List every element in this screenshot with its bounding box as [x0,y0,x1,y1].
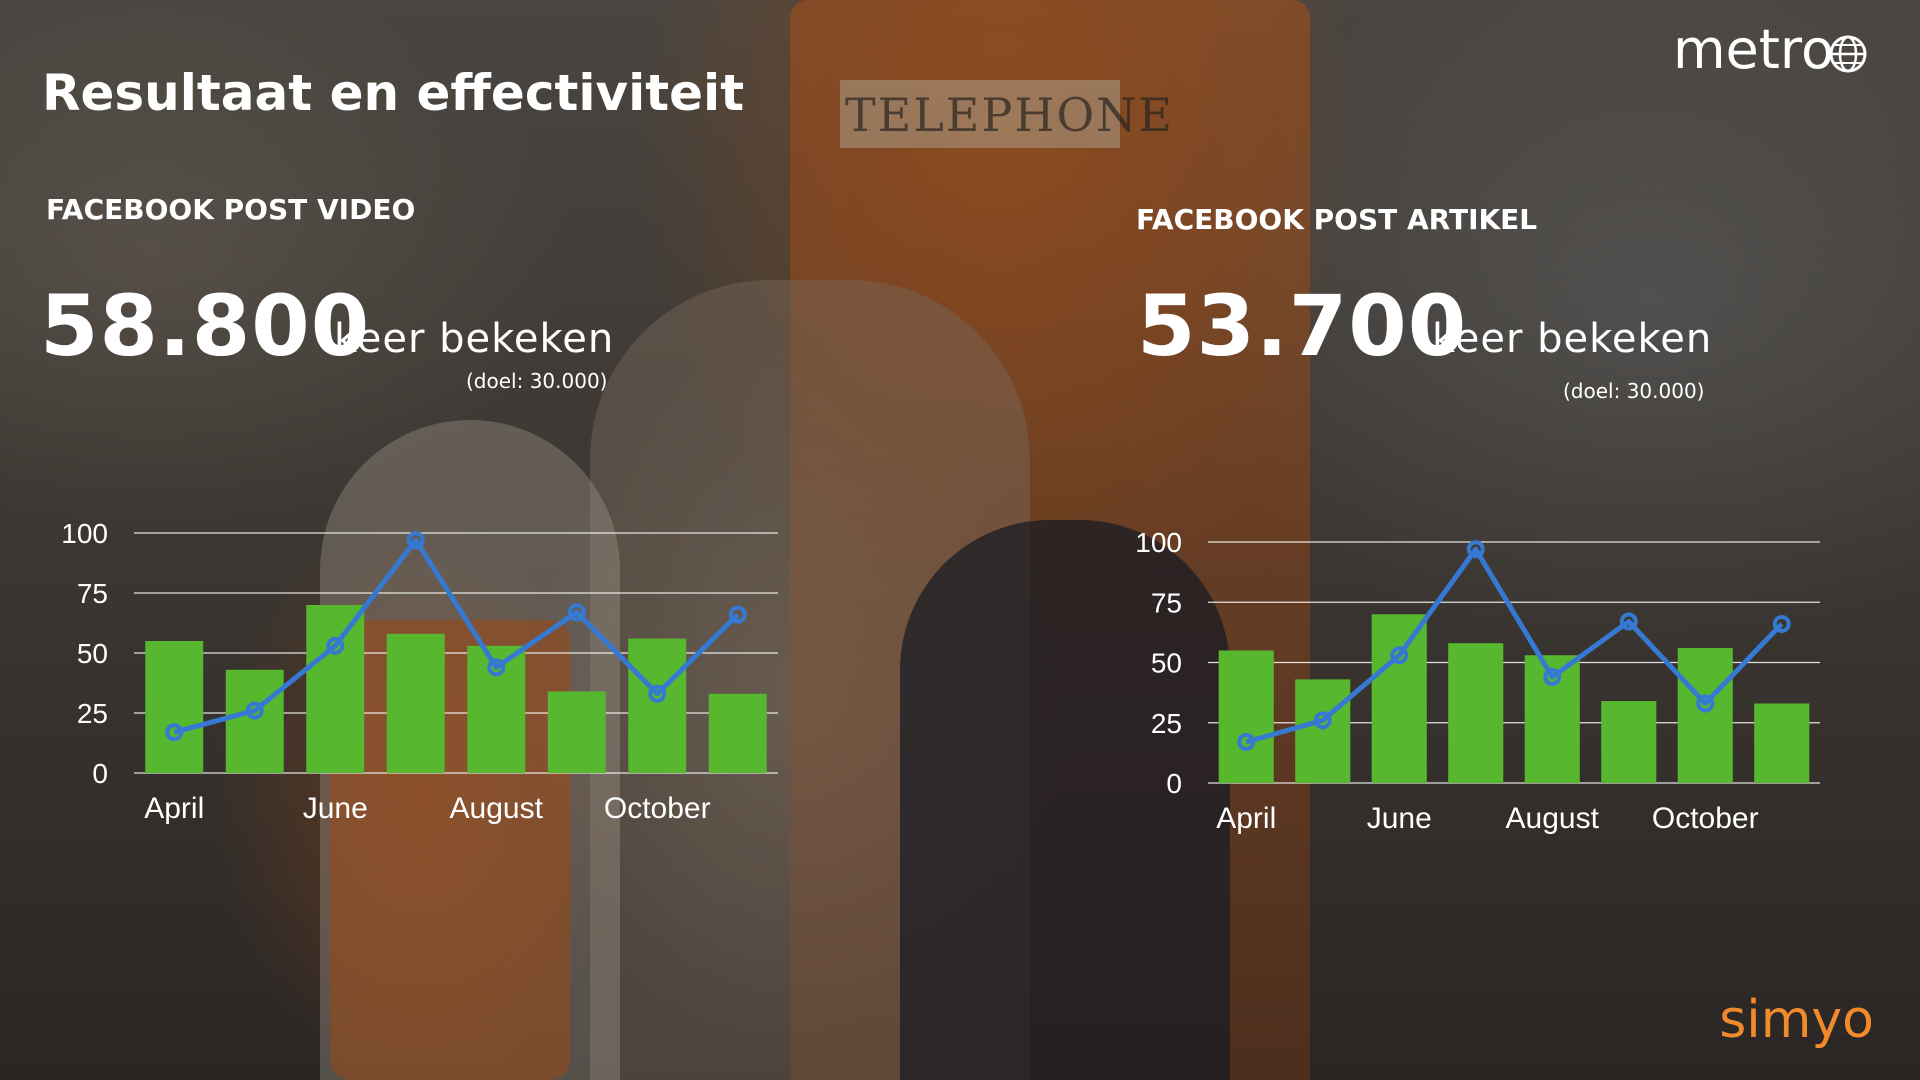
line-point [1696,694,1715,713]
bar [386,633,445,773]
line-series [173,537,740,735]
chart-facebook-post-artikel: 0 25 50 75 100 April June August October [1135,527,1820,835]
views-label: keer bekeken [334,316,615,362]
views-count: 53.700 [1137,277,1468,375]
line-point [326,636,345,655]
panel-heading: FACEBOOK POST ARTIKEL [1136,203,1538,236]
line-point [165,723,184,742]
booth-sign-text: TELEPHONE [845,88,1174,142]
line-point [406,531,425,550]
y-tick-label: 75 [1151,587,1182,618]
bar [145,641,204,773]
x-tick-label: August [450,792,544,825]
line-point [648,684,667,703]
bar [1371,614,1427,783]
metro-logo-text: metro [1672,18,1834,81]
line-point [1390,646,1409,665]
bar [1218,650,1274,783]
goal-label: (doel: 30.000) [466,369,608,393]
y-tick-label: 0 [92,758,108,789]
x-tick-label: June [1367,802,1432,835]
y-tick-label: 100 [61,518,108,549]
line-point [1237,733,1256,752]
y-tick-label: 50 [77,638,108,669]
page-title: Resultaat en effectiviteit [42,64,745,122]
y-tick-label: 75 [77,578,108,609]
line-point [1466,540,1485,559]
y-tick-label: 50 [1151,648,1182,679]
line-point [1619,612,1638,631]
x-tick-label: October [1652,802,1759,835]
girl-jacket [900,520,1230,1080]
bar [1677,648,1733,783]
line-point [487,658,506,677]
y-tick-label: 100 [1135,527,1182,558]
line-point [245,701,264,720]
y-tick-label: 25 [77,698,108,729]
bar [1448,643,1504,783]
metro-logo: metro [1673,18,1868,81]
chef-apron [330,620,570,1080]
bar [628,638,687,773]
bar [1754,703,1810,783]
line-point [1543,667,1562,686]
simyo-logo: simyo [1719,990,1874,1050]
panel-heading: FACEBOOK POST VIDEO [46,193,416,226]
bar [1295,679,1351,783]
goal-label: (doel: 30.000) [1563,379,1705,403]
x-tick-label: April [1216,802,1276,835]
x-tick-label: August [1506,802,1600,835]
bar [1601,701,1657,783]
bar [708,693,767,773]
line-point [1772,614,1791,633]
x-tick-label: October [604,792,711,825]
y-tick-label: 25 [1151,708,1182,739]
line-point [728,605,747,624]
bar [306,605,365,773]
y-tick-label: 0 [1166,768,1182,799]
line-point [567,603,586,622]
booth-sign [840,80,1120,148]
x-tick-label: April [144,792,204,825]
globe-icon [1829,35,1867,72]
views-label: keer bekeken [1432,316,1713,362]
line-series [1245,546,1784,745]
bar [547,691,606,773]
x-tick-label: June [303,792,368,825]
chart-facebook-post-video: 0 25 50 75 100 April June August October [61,518,778,825]
bar [225,669,284,773]
views-count: 58.800 [40,277,371,375]
line-point [1313,711,1332,730]
